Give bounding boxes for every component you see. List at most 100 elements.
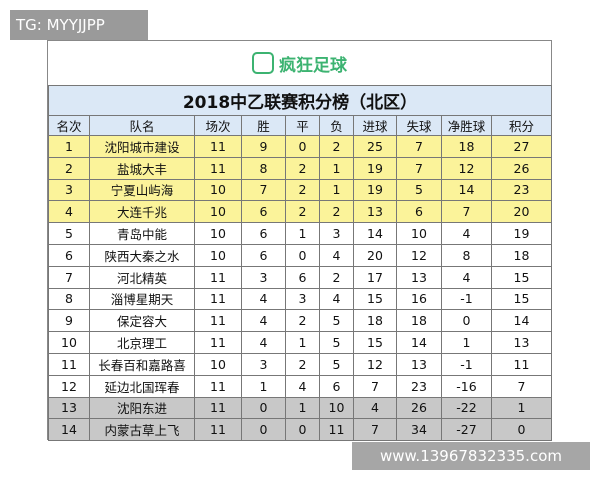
table-cell: 7 bbox=[396, 135, 442, 158]
table-cell: 1 bbox=[319, 156, 354, 180]
table-cell: 2 bbox=[285, 156, 320, 180]
footer-url: www.13967832335.com bbox=[352, 442, 590, 470]
table-row: 14 内蒙古草上飞 11 0 0 11 7 34 -27 0 bbox=[48, 418, 553, 442]
table-cell: 10 bbox=[194, 243, 242, 267]
table-cell: 7 bbox=[48, 265, 90, 289]
table-cell: 9 bbox=[241, 135, 286, 158]
table-cell: 4 bbox=[241, 309, 286, 333]
table-cell: 11 bbox=[194, 309, 242, 333]
table-cell: 4 bbox=[241, 331, 286, 354]
table-cell: 15 bbox=[490, 287, 553, 311]
table-cell: 14 bbox=[441, 178, 492, 202]
table-cell: 15 bbox=[353, 287, 397, 311]
table-cell: 18 bbox=[396, 309, 442, 333]
table-cell: 1 bbox=[48, 135, 90, 158]
table-cell: 10 bbox=[48, 331, 90, 354]
table-row: 5 青岛中能 10 6 1 3 14 10 4 19 bbox=[48, 222, 553, 245]
table-cell: 长春百和嘉路喜 bbox=[89, 352, 195, 376]
table-cell: 13 bbox=[396, 352, 442, 376]
table-cell: 12 bbox=[48, 374, 90, 398]
table-cell: 3 bbox=[241, 265, 286, 289]
table-cell: -27 bbox=[441, 418, 492, 442]
table-cell: 3 bbox=[241, 352, 286, 376]
table-cell: 保定容大 bbox=[89, 309, 195, 333]
table-body: 1 沈阳城市建设 11 9 0 2 25 7 18 27 2 盐城大丰 11 8 2 1 19 7 12 26 3 宁夏山… bbox=[48, 135, 553, 442]
standings-card: 疯狂足球 2018中乙联赛积分榜（北区） 名次 队名 场次胜平负进球 失球 净胜球 积分 … bbox=[47, 40, 553, 442]
table-cell: 27 bbox=[490, 135, 553, 158]
header-cell: 胜 bbox=[241, 115, 286, 136]
table-cell: 青岛中能 bbox=[89, 222, 195, 245]
watermark: TG: MYYJJPP bbox=[10, 10, 148, 40]
table-cell: 5 bbox=[319, 331, 354, 354]
table-row: 9 保定容大 11 4 2 5 18 18 0 14 bbox=[48, 309, 553, 333]
table-cell: 0 bbox=[441, 309, 492, 333]
table-cell: 12 bbox=[396, 243, 442, 267]
table-cell: 2 bbox=[319, 265, 354, 289]
table-cell: 0 bbox=[285, 135, 320, 158]
table-cell: 5 bbox=[48, 222, 90, 245]
table-cell: 10 bbox=[194, 178, 242, 202]
table-cell: 7 bbox=[396, 156, 442, 180]
table-cell: 11 bbox=[194, 396, 242, 420]
table-cell: 19 bbox=[353, 178, 397, 202]
table-cell: 10 bbox=[396, 222, 442, 245]
table-cell: 1 bbox=[319, 178, 354, 202]
table-cell: 0 bbox=[285, 418, 320, 442]
table-cell: 26 bbox=[490, 156, 553, 180]
table-cell: 8 bbox=[441, 243, 492, 267]
table-cell: 15 bbox=[353, 331, 397, 354]
table-cell: 8 bbox=[241, 156, 286, 180]
table-cell: 10 bbox=[194, 222, 242, 245]
table-cell: 5 bbox=[319, 309, 354, 333]
header-cell: 平 bbox=[285, 115, 320, 136]
table-cell: 16 bbox=[396, 287, 442, 311]
table-cell: 25 bbox=[353, 135, 397, 158]
table-cell: 1 bbox=[285, 331, 320, 354]
table-cell: 6 bbox=[241, 200, 286, 224]
table-cell: 9 bbox=[48, 309, 90, 333]
table-cell: 20 bbox=[490, 200, 553, 224]
table-title: 2018中乙联赛积分榜（北区） bbox=[47, 85, 553, 116]
table-row: 7 河北精英 11 3 6 2 17 13 4 15 bbox=[48, 265, 553, 289]
logo-icon bbox=[252, 52, 274, 74]
table-cell: 15 bbox=[490, 265, 553, 289]
table-cell: 11 bbox=[194, 265, 242, 289]
table-cell: 3 bbox=[285, 287, 320, 311]
table-row: 11 长春百和嘉路喜 10 3 2 5 12 13 -1 11 bbox=[48, 352, 553, 376]
table-cell: 14 bbox=[48, 418, 90, 442]
standings-table: 2018中乙联赛积分榜（北区） 名次 队名 场次胜平负进球 失球 净胜球 积分 1 沈阳城市… bbox=[47, 85, 553, 442]
table-cell: 26 bbox=[396, 396, 442, 420]
table-cell: 8 bbox=[48, 287, 90, 311]
table-cell: 10 bbox=[194, 200, 242, 224]
table-cell: 6 bbox=[396, 200, 442, 224]
table-cell: 2 bbox=[285, 200, 320, 224]
table-cell: 0 bbox=[241, 418, 286, 442]
table-cell: 5 bbox=[319, 352, 354, 376]
table-cell: 11 bbox=[194, 135, 242, 158]
table-row: 1 沈阳城市建设 11 9 0 2 25 7 18 27 bbox=[48, 135, 553, 158]
table-cell: 4 bbox=[353, 396, 397, 420]
logo: 疯狂足球 bbox=[48, 41, 551, 85]
header-cell: 净胜球 bbox=[441, 115, 492, 136]
table-cell: 11 bbox=[194, 331, 242, 354]
table-row: 12 延边北国珲春 11 1 4 6 7 23 -16 7 bbox=[48, 374, 553, 398]
table-cell: -1 bbox=[441, 352, 492, 376]
table-cell: 18 bbox=[353, 309, 397, 333]
table-cell: 23 bbox=[490, 178, 553, 202]
header-cell: 失球 bbox=[396, 115, 442, 136]
table-cell: 14 bbox=[353, 222, 397, 245]
table-cell: 7 bbox=[353, 418, 397, 442]
table-cell: 1 bbox=[441, 331, 492, 354]
table-cell: 14 bbox=[490, 309, 553, 333]
table-cell: 11 bbox=[194, 418, 242, 442]
table-cell: 19 bbox=[353, 156, 397, 180]
table-cell: 12 bbox=[441, 156, 492, 180]
table-cell: 4 bbox=[441, 222, 492, 245]
table-cell: 7 bbox=[441, 200, 492, 224]
table-cell: 34 bbox=[396, 418, 442, 442]
table-cell: 0 bbox=[285, 243, 320, 267]
table-cell: 18 bbox=[441, 135, 492, 158]
table-cell: 6 bbox=[319, 374, 354, 398]
table-cell: 3 bbox=[319, 222, 354, 245]
